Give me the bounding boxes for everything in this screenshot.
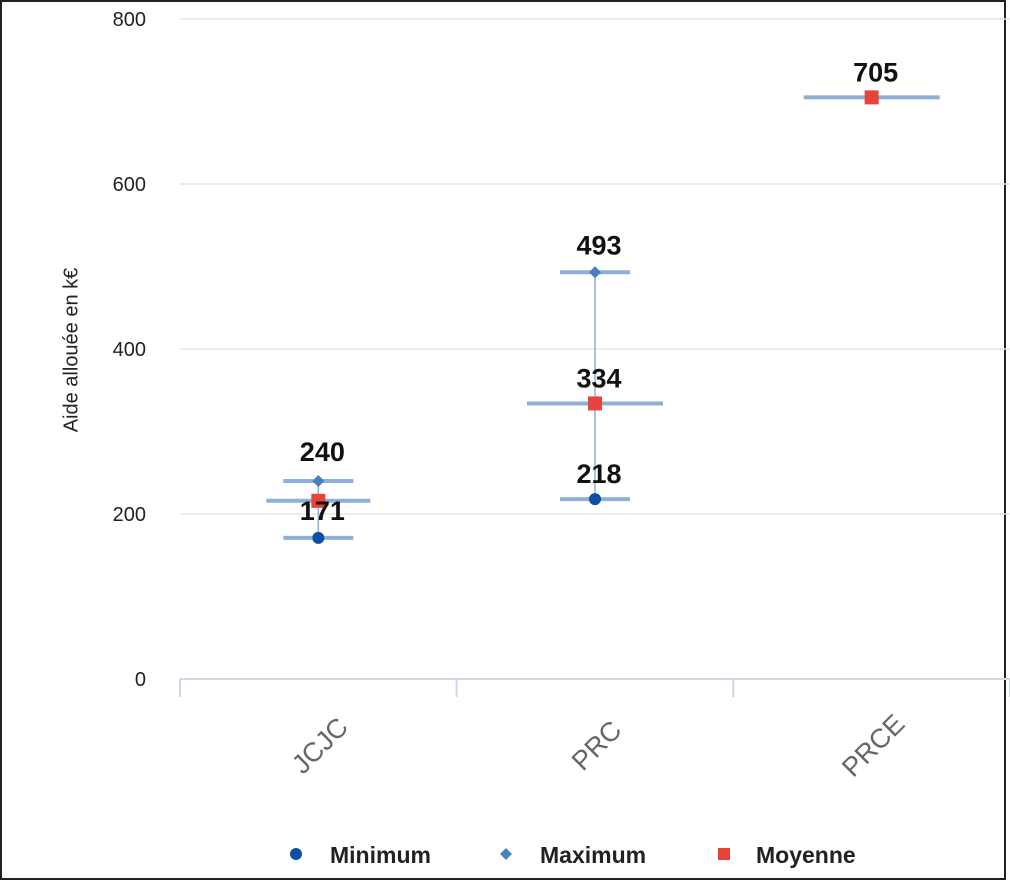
legend-label: Moyenne: [756, 842, 856, 868]
legend-minimum-icon: [290, 848, 302, 860]
legend: Minimum Maximum Moyenne: [290, 842, 856, 868]
gridlines: [180, 18, 1010, 515]
data-label: 493: [576, 230, 621, 260]
legend-label: Maximum: [540, 842, 646, 868]
x-category-label: PRC: [566, 715, 628, 777]
maximum-point: [589, 266, 601, 279]
data-label: 334: [576, 363, 621, 393]
minimum-point: [589, 493, 601, 506]
minimum-point: [312, 531, 325, 544]
data-label: 705: [853, 57, 898, 87]
moyenne-point: [864, 90, 879, 105]
plot-marks: [266, 90, 940, 544]
data-label: 218: [576, 459, 621, 489]
y-tick-label: 0: [135, 669, 146, 691]
y-axis-ticks: 0 200 400 600 800: [113, 9, 146, 691]
y-tick-label: 800: [113, 9, 146, 31]
y-axis-label: Aide allouée en k€: [60, 268, 82, 433]
y-tick-label: 200: [113, 504, 146, 526]
maximum-point: [312, 475, 325, 487]
moyenne-point: [588, 396, 602, 411]
x-category-label: JCJC: [286, 712, 354, 780]
y-tick-label: 600: [113, 174, 146, 196]
moyenne-point: [311, 493, 326, 508]
legend-label: Minimum: [330, 842, 431, 868]
x-axis: JCJC PRC PRCE: [179, 678, 1010, 783]
x-category-label: PRCE: [836, 709, 910, 783]
data-labels: 240 171 493 334 218 705: [300, 57, 898, 526]
y-tick-label: 400: [113, 339, 146, 361]
data-label: 240: [300, 437, 345, 467]
legend-moyenne-icon: [718, 848, 730, 860]
legend-maximum-icon: [500, 848, 512, 860]
data-label: 171: [300, 496, 345, 526]
